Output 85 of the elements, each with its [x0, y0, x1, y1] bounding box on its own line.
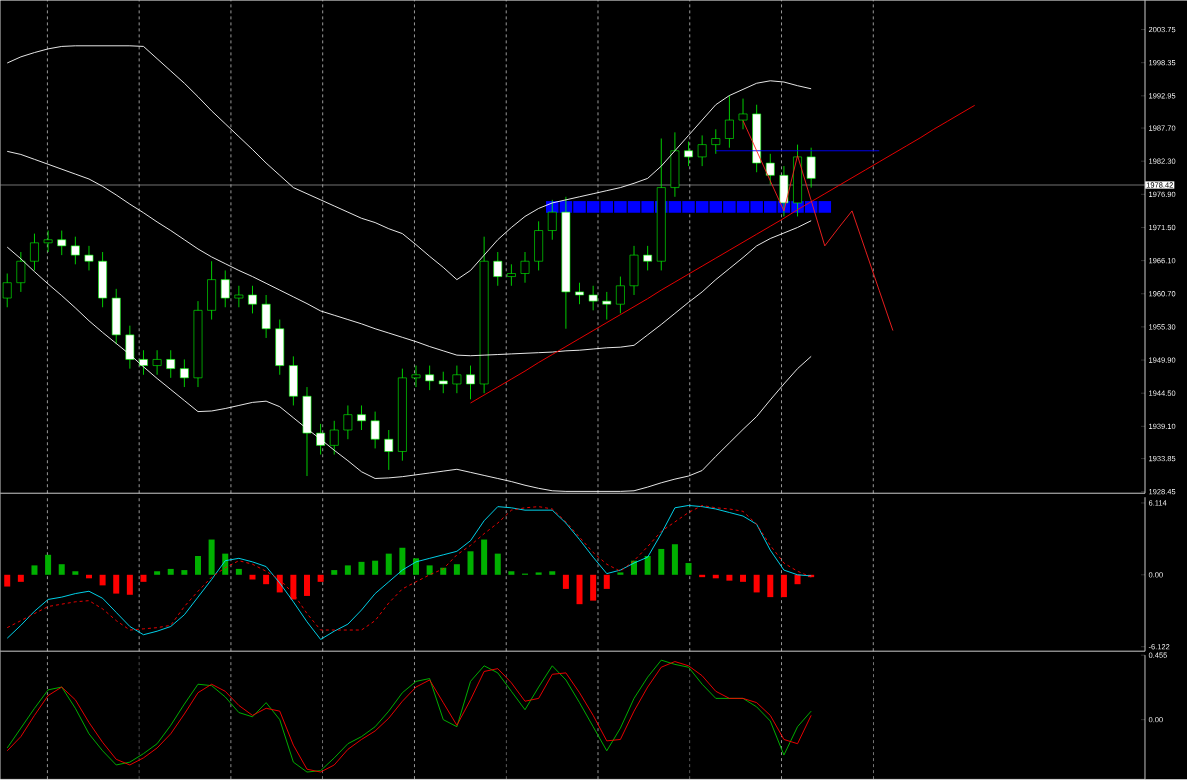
- bar: [263, 575, 270, 585]
- candlestick: [43, 230, 53, 253]
- line-series: [470, 105, 976, 404]
- candlestick: [84, 245, 94, 272]
- candlestick: [765, 153, 775, 186]
- candlestick: [466, 365, 475, 400]
- bar: [290, 575, 297, 600]
- candlestick: [57, 230, 67, 256]
- bar: [4, 575, 11, 587]
- bar: [590, 575, 597, 601]
- bar: [617, 572, 624, 576]
- candlestick: [16, 251, 26, 293]
- bar: [208, 539, 215, 576]
- bar: [235, 569, 242, 576]
- candlestick: [643, 245, 653, 272]
- bar: [671, 544, 678, 576]
- candlestick: [452, 365, 462, 394]
- candlestick: [438, 371, 448, 394]
- bar: [603, 575, 610, 590]
- bar: [194, 556, 201, 576]
- bar: [467, 551, 474, 576]
- bar: [658, 549, 665, 576]
- candlestick: [70, 236, 80, 265]
- bar: [72, 571, 79, 576]
- candlestick: [384, 429, 394, 471]
- candlestick: [711, 129, 721, 155]
- candlestick: [179, 359, 189, 388]
- candlestick: [806, 147, 816, 189]
- candlestick: [370, 411, 380, 450]
- bar: [31, 565, 38, 576]
- bar: [440, 567, 447, 576]
- bar: [181, 570, 188, 576]
- candlestick: [697, 135, 707, 167]
- candlestick: [329, 420, 339, 456]
- candlestick: [507, 264, 516, 287]
- bar: [576, 575, 583, 605]
- bar: [685, 563, 692, 576]
- bar: [508, 571, 515, 576]
- bar: [154, 571, 161, 576]
- candlestick: [166, 350, 176, 379]
- bar: [562, 575, 569, 590]
- candlestick: [725, 95, 734, 149]
- bar: [372, 560, 379, 576]
- candlestick: [493, 251, 503, 287]
- candlestick: [30, 233, 39, 272]
- bar: [126, 575, 133, 595]
- bar: [780, 575, 787, 598]
- bar: [426, 565, 433, 576]
- candlestick: [602, 291, 612, 321]
- bar: [58, 564, 65, 576]
- candlestick: [357, 405, 366, 431]
- bar: [317, 575, 324, 583]
- bar: [344, 565, 351, 576]
- candlestick: [234, 285, 244, 308]
- candlestick: [520, 251, 530, 284]
- bar: [413, 558, 419, 576]
- candlestick: [411, 365, 421, 388]
- bar: [535, 572, 542, 576]
- bar: [399, 548, 406, 576]
- bar: [767, 575, 774, 598]
- bar: [549, 571, 556, 576]
- bar: [753, 575, 760, 593]
- candlestick: [425, 365, 435, 391]
- candlestick: [248, 285, 257, 315]
- bar: [99, 575, 106, 586]
- bar: [45, 555, 52, 576]
- bar: [481, 539, 488, 576]
- bar: [17, 575, 24, 583]
- candlestick: [738, 98, 748, 130]
- bar: [113, 575, 120, 594]
- candlestick: [152, 350, 162, 376]
- candlestick: [575, 282, 584, 305]
- bar: [331, 570, 338, 576]
- bar: [304, 575, 310, 597]
- bar: [385, 553, 392, 576]
- candlestick: [616, 276, 625, 315]
- bar: [494, 553, 501, 576]
- candlestick: [343, 405, 353, 440]
- bar: [726, 575, 733, 581]
- bar: [140, 575, 147, 583]
- bar: [167, 569, 174, 576]
- bar: [794, 575, 801, 585]
- bar: [453, 564, 460, 576]
- bar: [644, 556, 651, 576]
- bar: [740, 575, 747, 583]
